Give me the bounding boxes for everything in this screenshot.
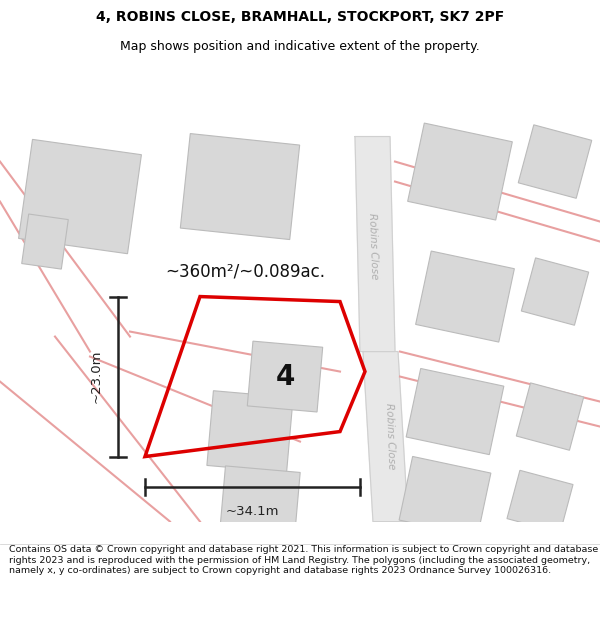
Polygon shape [363,351,408,521]
Bar [517,383,584,450]
Bar [399,456,491,537]
Bar [406,369,504,454]
Text: Contains OS data © Crown copyright and database right 2021. This information is : Contains OS data © Crown copyright and d… [9,546,598,575]
Bar [22,214,68,269]
Text: Robins Close: Robins Close [367,213,379,280]
Polygon shape [355,137,395,351]
Bar [416,251,514,342]
Bar [407,123,512,220]
Bar [220,466,300,538]
Text: ~23.0m: ~23.0m [90,350,103,403]
Bar [507,470,573,533]
Text: 4: 4 [275,362,295,391]
Text: 4, ROBINS CLOSE, BRAMHALL, STOCKPORT, SK7 2PF: 4, ROBINS CLOSE, BRAMHALL, STOCKPORT, SK… [96,9,504,24]
Bar [181,134,299,239]
Bar [518,125,592,198]
Text: ~360m²/~0.089ac.: ~360m²/~0.089ac. [165,262,325,281]
Bar [247,341,323,412]
Bar [19,139,142,254]
Bar [521,258,589,325]
Text: Map shows position and indicative extent of the property.: Map shows position and indicative extent… [120,40,480,52]
Bar [207,391,293,472]
Text: ~34.1m: ~34.1m [226,504,279,518]
Text: Robins Close: Robins Close [384,403,396,470]
